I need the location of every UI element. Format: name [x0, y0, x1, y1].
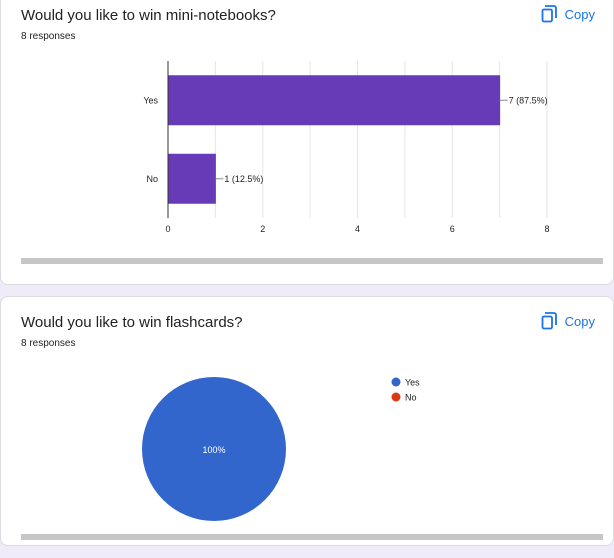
x-tick-label: 0 — [165, 224, 170, 234]
legend-label: Yes — [405, 378, 420, 388]
bar — [168, 153, 216, 204]
question-card-mini-notebooks: Would you like to win mini-notebooks? 8 … — [0, 0, 614, 285]
copy-icon — [541, 5, 557, 23]
pie-chart: 100% Yes No — [142, 377, 420, 521]
category-label: No — [146, 174, 158, 184]
copy-icon — [541, 312, 557, 330]
pie-slice — [142, 377, 286, 521]
copy-label: Copy — [564, 6, 595, 22]
response-count: 8 responses — [21, 338, 76, 349]
bar — [168, 75, 501, 126]
response-count: 8 responses — [21, 31, 76, 42]
x-tick-label: 8 — [544, 224, 549, 234]
x-tick-label: 4 — [355, 224, 360, 234]
x-tick-label: 6 — [450, 224, 455, 234]
copy-label: Copy — [564, 313, 595, 329]
legend-swatch — [391, 377, 401, 387]
legend-label: No — [405, 393, 417, 403]
copy-chart-button[interactable]: Copy — [541, 312, 595, 330]
legend-swatch — [391, 392, 401, 402]
horizontal-scrollbar[interactable] — [21, 534, 603, 540]
copy-chart-button[interactable]: Copy — [541, 5, 595, 23]
x-tick-label: 2 — [260, 224, 265, 234]
data-label: 1 (12.5%) — [224, 174, 263, 184]
question-title: Would you like to win mini-notebooks? — [21, 7, 276, 24]
horizontal-scrollbar[interactable] — [21, 258, 603, 264]
data-label: 7 (87.5%) — [509, 95, 548, 105]
bar-chart: 0 2 4 6 8 Yes 7 (87.5%) No 1 (12.5%) — [143, 61, 550, 234]
category-label: Yes — [143, 95, 158, 105]
question-title: Would you like to win flashcards? — [21, 314, 243, 331]
slice-label: 100% — [202, 445, 225, 455]
question-card-flashcards: Would you like to win flashcards? 8 resp… — [0, 296, 614, 546]
